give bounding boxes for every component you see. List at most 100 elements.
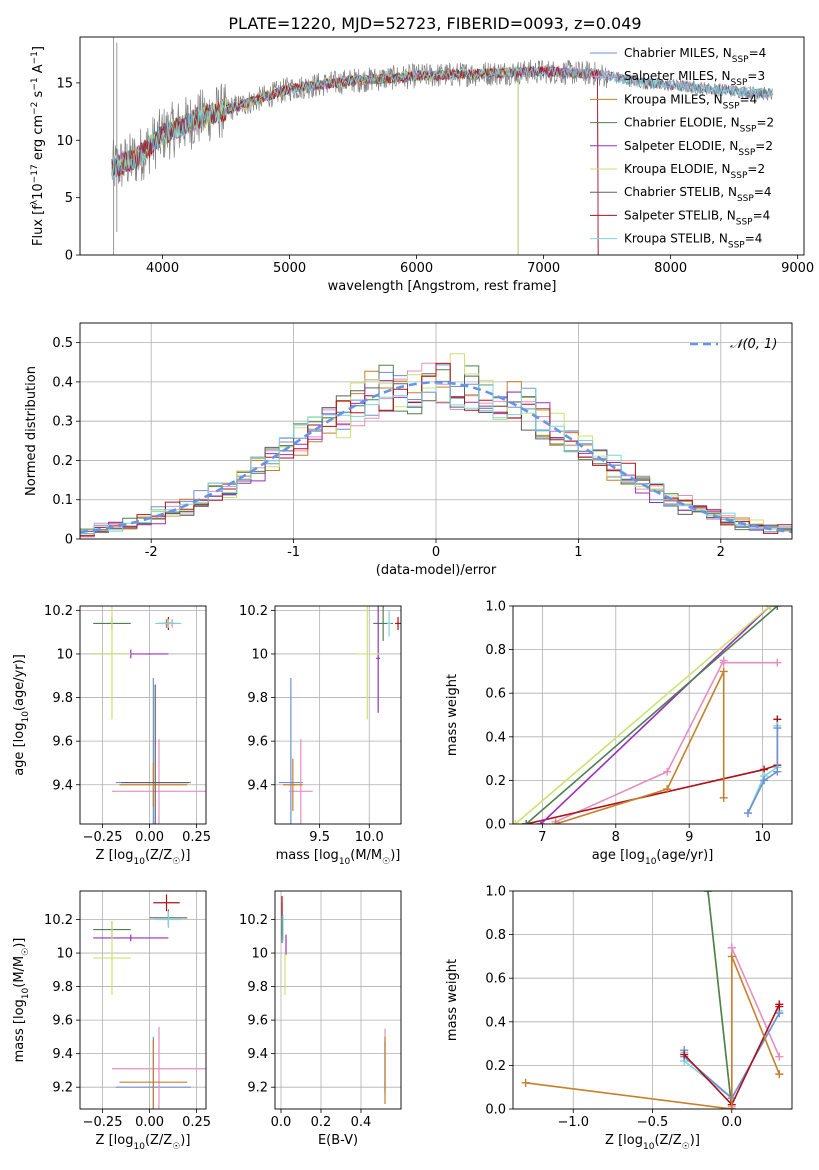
x-tick-label: 0.0 [721, 1115, 742, 1130]
x-tick-label: 10.0 [355, 830, 384, 845]
legend-text: =4 [754, 185, 772, 199]
y-tick-label: 9.2 [52, 1081, 73, 1096]
x-tick-label: -2 [145, 545, 158, 560]
label-part: ☉ [382, 857, 390, 867]
label-part: 10 [21, 987, 31, 999]
axes-frame [274, 890, 402, 1110]
plus-marker [522, 820, 531, 824]
legend-subscript: SSP [737, 194, 754, 204]
x-axis-label: Z [log10(Z/Z☉)] [605, 1133, 700, 1152]
legend-subscript: SSP [736, 217, 753, 227]
legend-subscript: SSP [731, 78, 748, 88]
x-tick-label: 0.25 [182, 830, 211, 845]
y-tick-label: 1.0 [485, 885, 506, 900]
y-tick-label: 10 [56, 134, 73, 149]
y-tick-label: 0.0 [485, 1103, 506, 1118]
y-axis-label: mass weight [445, 959, 460, 1041]
legend-text: Kroupa ELODIE, N [624, 162, 731, 176]
label-part: ☉ [172, 1142, 180, 1152]
y-tick-label: 10.2 [44, 913, 73, 928]
label-part: −1 [30, 77, 40, 90]
mass-weight-line [514, 606, 771, 824]
x-axis-label: Z [log10(Z/Z☉)] [96, 848, 191, 867]
plus-marker [727, 952, 736, 961]
legend-entry: Kroupa ELODIE, NSSP=2 [624, 162, 765, 181]
x-tick-label: 0.00 [135, 1115, 164, 1130]
label-part: 10 [133, 857, 145, 867]
label-part: (age/yr)] [656, 848, 713, 863]
plus-marker [551, 820, 560, 824]
x-tick-label: 7000 [527, 261, 560, 276]
y-tick-label: 9.4 [52, 1047, 73, 1062]
x-tick-label: 0.2 [311, 1115, 332, 1130]
x-tick-label: 0 [432, 545, 440, 560]
mass-weight-line [540, 606, 771, 824]
y-tick-label: 9.8 [52, 691, 73, 706]
label-part: 10 [643, 1142, 655, 1152]
label-part: −1 [30, 51, 40, 64]
plus-marker [680, 1050, 689, 1059]
plus-marker [775, 1052, 784, 1061]
y-tick-label: 15 [56, 76, 73, 91]
plot-area [80, 353, 792, 538]
y-axis-label: Flux [fλ10−17 erg cm−2 s−1 A−1] [30, 46, 46, 246]
plot-area [93, 606, 206, 824]
plus-marker [727, 1105, 736, 1109]
plus-marker [703, 891, 712, 895]
label-part: A [31, 64, 46, 77]
legend-subscript: SSP [738, 148, 755, 158]
y-tick-label: 10 [251, 947, 268, 962]
x-tick-label: 0.4 [351, 1115, 372, 1130]
x-axis-label: (data-model)/error [376, 563, 497, 578]
observed-spike [113, 37, 118, 255]
x-tick-label: 4000 [146, 261, 179, 276]
legend-subscript: SSP [731, 171, 748, 181]
legend-subscript: SSP [728, 241, 745, 251]
y-axis-label: Normed distribution [24, 366, 39, 496]
x-tick-label: -1 [287, 545, 300, 560]
axes-frame [512, 890, 793, 1110]
label-part: ☉ [172, 857, 180, 867]
y-tick-label: 10.2 [239, 604, 268, 619]
x-tick-label: 2 [717, 545, 725, 560]
label-part: 10 [21, 711, 31, 723]
label-part: mass [log [12, 999, 27, 1062]
label-part: s [31, 90, 46, 101]
y-tick-label: 10.2 [239, 913, 268, 928]
y-tick-label: 9.6 [52, 735, 73, 750]
plus-marker [719, 667, 728, 676]
plus-marker [719, 793, 728, 802]
plus-marker [765, 606, 774, 610]
y-tick-label: 0.2 [485, 1059, 506, 1074]
plus-marker [773, 767, 782, 776]
plot-area [93, 894, 206, 1109]
legend-entry: Salpeter ELODIE, NSSP=2 [624, 139, 773, 158]
plus-marker [727, 943, 736, 952]
label-part: (Z/Z [145, 1133, 172, 1148]
x-axis-label: mass [log10(M/M☉)] [276, 848, 401, 867]
plus-marker [775, 1002, 784, 1011]
y-tick-label: 10.2 [44, 604, 73, 619]
label-part: 10 [31, 183, 46, 200]
plus-marker [663, 785, 672, 794]
label-part: Flux [f [31, 205, 46, 246]
plot-area [513, 606, 782, 824]
axes-frame [79, 605, 207, 825]
plus-marker [513, 820, 520, 824]
plus-marker [663, 767, 672, 776]
y-tick-label: 10 [56, 947, 73, 962]
x-tick-label: −0.25 [83, 1115, 123, 1130]
legend-subscript: SSP [740, 125, 757, 135]
histogram-step [80, 381, 792, 535]
legend-text: =4 [745, 232, 763, 246]
label-part: λ [30, 199, 40, 205]
y-tick-label: 0.5 [52, 336, 73, 351]
x-tick-label: 9000 [781, 261, 814, 276]
mass-weight-line [707, 891, 733, 1109]
label-part: (M/M [350, 848, 382, 863]
y-tick-label: 9.2 [247, 1081, 268, 1096]
y-axis-label: mass [log10(M/M☉)] [12, 938, 31, 1063]
